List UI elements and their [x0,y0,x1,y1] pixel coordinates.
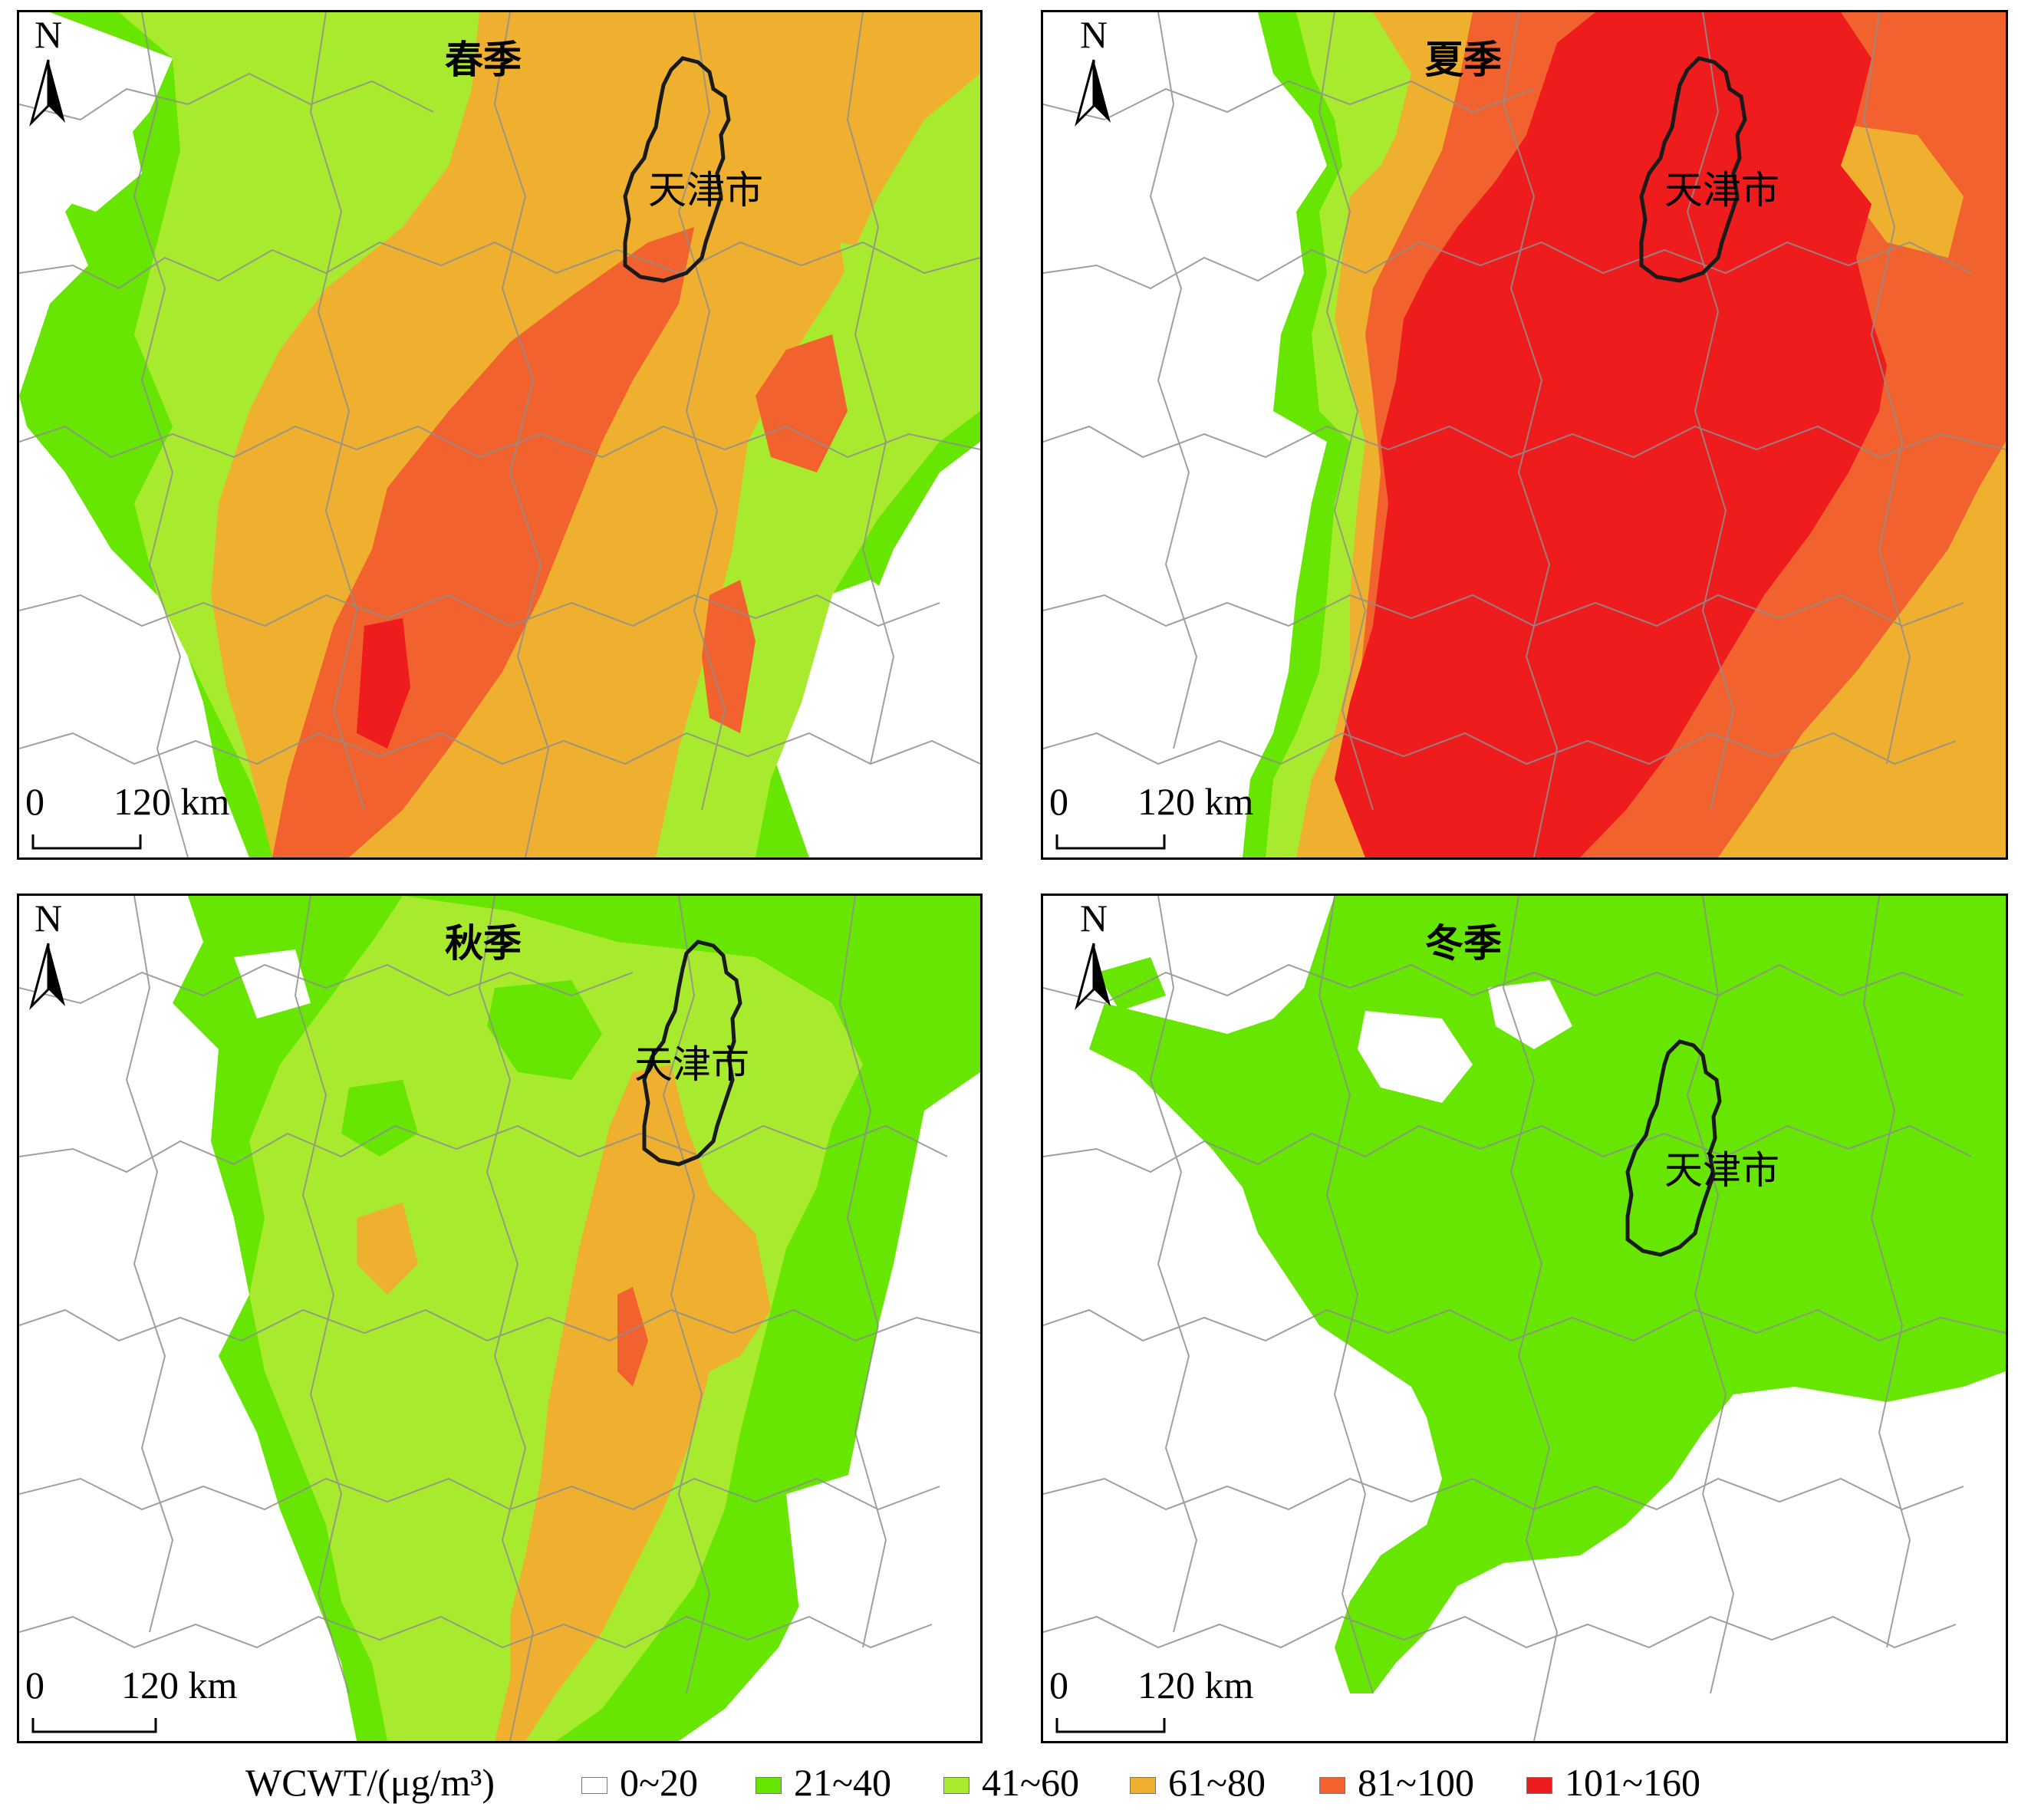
scale-distance-label: 120 km [121,1664,238,1706]
north-arrow-icon: N [1071,15,1117,130]
legend-label: 0~20 [620,1761,699,1804]
city-label: 天津市 [1664,168,1779,212]
scale-bar: 0 120 km [1049,779,1279,856]
legend-label: 41~60 [982,1761,1080,1804]
legend-swatch [1319,1777,1345,1794]
north-arrow-icon: N [1071,899,1117,1014]
panel-title: 冬季 [1425,921,1502,966]
scale-zero-label: 0 [25,1664,44,1706]
north-label: N [1079,13,1108,56]
map-panel-autumn: 秋季 天津市 N 0 120 km [17,894,983,1743]
map-panel-summer: 夏季 天津市 N 0 120 km [1041,10,2008,860]
city-label: 天津市 [634,1042,749,1087]
legend-swatch [1526,1777,1552,1794]
north-arrow-icon: N [25,15,71,130]
wcwt-contour-map-winter [1043,896,2006,1741]
scale-distance-label: 120 km [1137,1664,1254,1706]
city-label: 天津市 [648,168,763,212]
wcwt-contour-map-autumn [19,896,980,1741]
panel-title: 春季 [445,38,522,82]
map-panel-spring: 春季 天津市 N 0 120 km [17,10,983,860]
panel-title: 秋季 [445,921,522,966]
scale-bar: 0 120 km [1049,1663,1279,1739]
north-label: N [34,13,63,56]
legend-label: 21~40 [794,1761,892,1804]
north-label: N [34,897,63,940]
legend-label: 61~80 [1168,1761,1266,1804]
legend-swatch [756,1777,782,1794]
scale-zero-label: 0 [1049,780,1068,823]
legend-title: WCWT/(μg/m³) [245,1761,495,1804]
north-label: N [1079,897,1108,940]
scale-distance-label: 120 km [1137,780,1254,823]
legend-swatch [943,1777,969,1794]
scale-distance-label: 120 km [114,780,230,823]
legend-label: 81~100 [1358,1761,1475,1804]
city-label: 天津市 [1664,1148,1779,1193]
legend-swatch [581,1777,607,1794]
wcwt-contour-map-spring [19,12,980,857]
north-arrow-icon: N [25,899,71,1014]
scale-bar: 0 120 km [25,1663,271,1739]
legend-label: 101~160 [1565,1761,1701,1804]
map-panel-winter: 冬季 天津市 N 0 120 km [1041,894,2008,1743]
panel-title: 夏季 [1425,38,1502,82]
wcwt-contour-map-summer [1043,12,2006,857]
scale-zero-label: 0 [1049,1664,1068,1706]
legend: WCWT/(μg/m³) 0~20 21~40 41~60 61~80 81~1… [0,1760,2018,1814]
scale-bar: 0 120 km [25,779,255,856]
scale-zero-label: 0 [25,780,44,823]
legend-swatch [1130,1777,1156,1794]
